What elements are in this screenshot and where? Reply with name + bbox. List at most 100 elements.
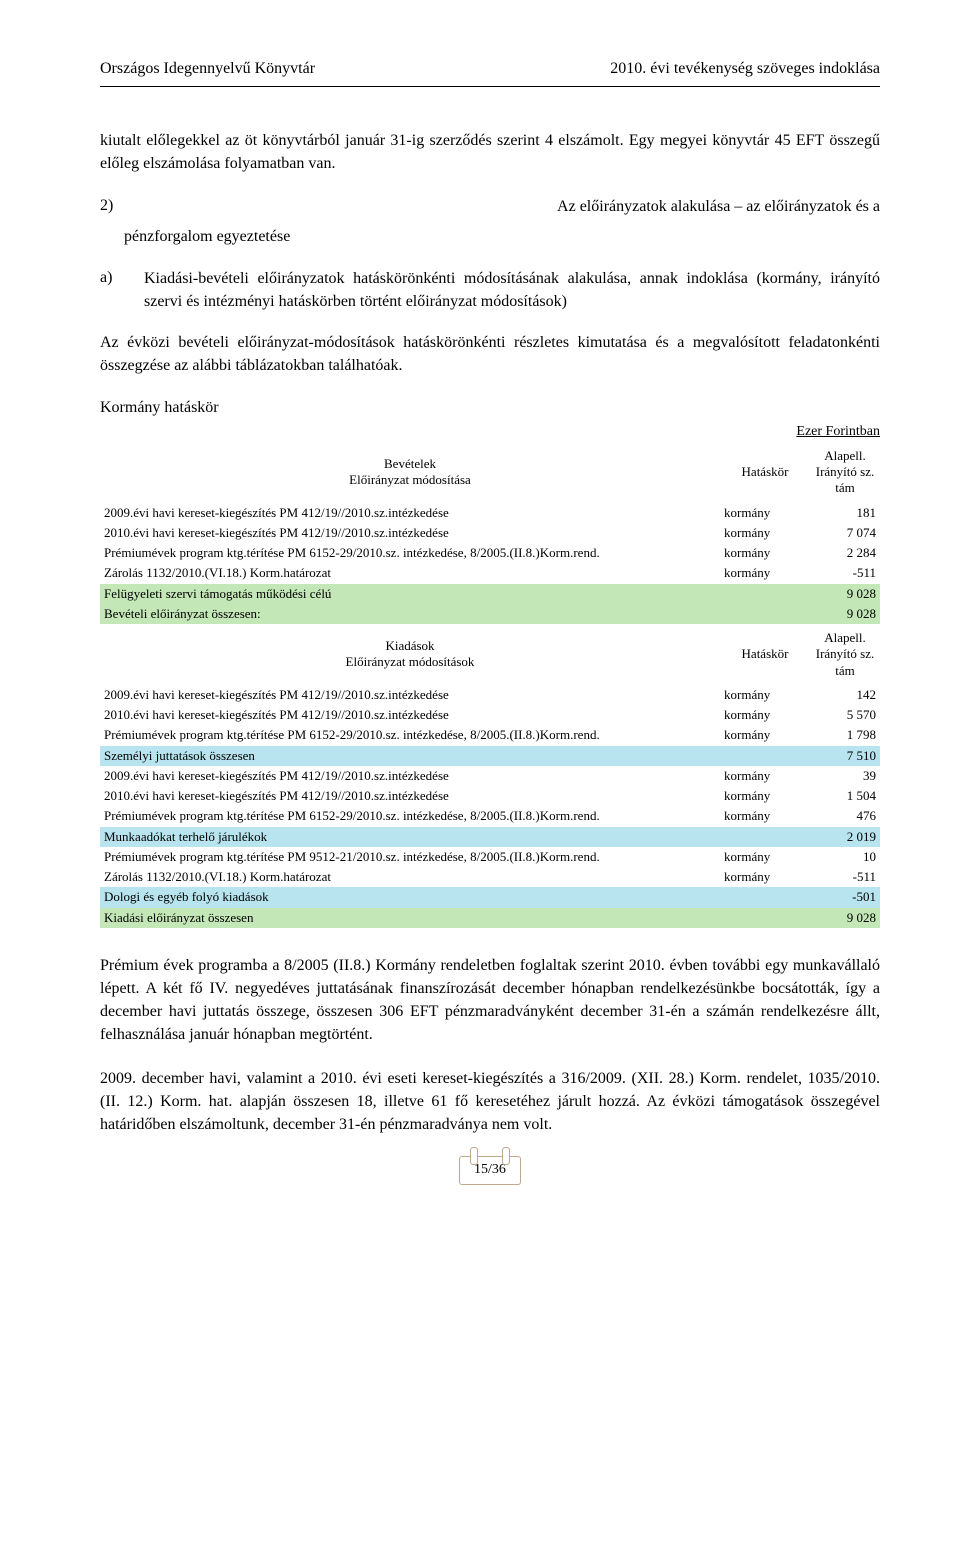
row-amount: 9 028 (810, 584, 880, 604)
row-scope: kormány (720, 847, 810, 867)
section-2-left: pénzforgalom egyeztetése (124, 228, 290, 245)
row-item: 2009.évi havi kereset-kiegészítés PM 412… (100, 685, 720, 705)
row-scope: kormány (720, 786, 810, 806)
section-a-text: Kiadási-bevételi előirányzatok hatáskörö… (144, 267, 880, 313)
row-scope (720, 827, 810, 847)
table-subhead: Kormány hatáskör (100, 397, 880, 419)
col-header-scope: Hatáskör (720, 442, 810, 503)
row-amount: 9 028 (810, 604, 880, 624)
table-row: Kiadási előirányzat összesen 9 028 (100, 908, 880, 928)
table-row: Zárolás 1132/2010.(VI.18.) Korm.határoza… (100, 867, 880, 887)
section-2-label: 2) (100, 195, 124, 249)
intro-paragraph: kiutalt előlegekkel az öt könyvtárból ja… (100, 129, 880, 175)
section-2-right: Az előirányzatok alakulása – az előirány… (557, 195, 880, 218)
row-item: 2010.évi havi kereset-kiegészítés PM 412… (100, 705, 720, 725)
table-row: Prémiumévek program ktg.térítése PM 6152… (100, 806, 880, 826)
page-number: 15/36 (459, 1156, 521, 1185)
row-amount: 39 (810, 766, 880, 786)
unit-label: Ezer Forintban (100, 423, 880, 442)
table-row: 2010.évi havi kereset-kiegészítés PM 412… (100, 786, 880, 806)
table-row: 2009.évi havi kereset-kiegészítés PM 412… (100, 685, 880, 705)
document-page: Országos Idegennyelvű Könyvtár 2010. évi… (0, 0, 960, 1215)
row-amount: -511 (810, 563, 880, 583)
table-row: Zárolás 1132/2010.(VI.18.) Korm.határoza… (100, 563, 880, 583)
row-item: 2009.évi havi kereset-kiegészítés PM 412… (100, 766, 720, 786)
row-item: Zárolás 1132/2010.(VI.18.) Korm.határoza… (100, 867, 720, 887)
row-amount: 2 284 (810, 543, 880, 563)
row-item: Munkaadókat terhelő járulékok (100, 827, 720, 847)
row-amount: -511 (810, 867, 880, 887)
running-header: Országos Idegennyelvű Könyvtár 2010. évi… (100, 58, 880, 80)
section-2-text: Az előirányzatok alakulása – az előirány… (124, 195, 880, 249)
row-item: 2009.évi havi kereset-kiegészítés PM 412… (100, 503, 720, 523)
table-row: Munkaadókat terhelő járulékok2 019 (100, 827, 880, 847)
row-item: Prémiumévek program ktg.térítése PM 6152… (100, 806, 720, 826)
row-amount: -501 (810, 887, 880, 907)
row-amount: 1 504 (810, 786, 880, 806)
row-amount: 142 (810, 685, 880, 705)
row-scope: kormány (720, 725, 810, 745)
table-row: Prémiumévek program ktg.térítése PM 9512… (100, 847, 880, 867)
row-item: Bevételi előirányzat összesen: (100, 604, 720, 624)
section-a: a) Kiadási-bevételi előirányzatok hatásk… (100, 267, 880, 313)
row-item: Kiadási előirányzat összesen (100, 908, 720, 928)
table-row: Prémiumévek program ktg.térítése PM 6152… (100, 725, 880, 745)
table-row: 2010.évi havi kereset-kiegészítés PM 412… (100, 705, 880, 725)
row-item: Személyi juttatások összesen (100, 746, 720, 766)
table-row: Bevételi előirányzat összesen: 9 028 (100, 604, 880, 624)
page-number-wrap: 15/36 (100, 1156, 880, 1185)
row-scope: kormány (720, 563, 810, 583)
row-item: 2010.évi havi kereset-kiegészítés PM 412… (100, 523, 720, 543)
row-amount: 1 798 (810, 725, 880, 745)
row-scope (720, 604, 810, 624)
header-left: Országos Idegennyelvű Könyvtár (100, 58, 315, 80)
table-row: Személyi juttatások összesen 7 510 (100, 746, 880, 766)
row-scope: kormány (720, 543, 810, 563)
row-scope: kormány (720, 503, 810, 523)
row-amount: 5 570 (810, 705, 880, 725)
lead-paragraph: Az évközi bevételi előirányzat-módosítás… (100, 331, 880, 377)
row-item: Prémiumévek program ktg.térítése PM 9512… (100, 847, 720, 867)
row-item: Dologi és egyéb folyó kiadások (100, 887, 720, 907)
row-amount: 10 (810, 847, 880, 867)
row-item: Felügyeleti szervi támogatás működési cé… (100, 584, 720, 604)
row-amount: 181 (810, 503, 880, 523)
table-row: 2010.évi havi kereset-kiegészítés PM 412… (100, 523, 880, 543)
table-row: BevételekElőirányzat módosításaHatáskörA… (100, 442, 880, 503)
col-header-item: KiadásokElőirányzat módosítások (100, 624, 720, 685)
row-item: Prémiumévek program ktg.térítése PM 6152… (100, 543, 720, 563)
row-scope (720, 584, 810, 604)
row-scope (720, 908, 810, 928)
row-scope: kormány (720, 867, 810, 887)
row-amount: 7 510 (810, 746, 880, 766)
supplement-paragraph: 2009. december havi, valamint a 2010. év… (100, 1067, 880, 1137)
row-scope (720, 746, 810, 766)
budget-table: BevételekElőirányzat módosításaHatáskörA… (100, 442, 880, 928)
section-2: 2) Az előirányzatok alakulása – az előir… (100, 195, 880, 249)
header-right: 2010. évi tevékenység szöveges indoklása (610, 58, 880, 80)
row-amount: 9 028 (810, 908, 880, 928)
col-header-amount: Alapell.Irányító sz.tám (810, 442, 880, 503)
row-item: Prémiumévek program ktg.térítése PM 6152… (100, 725, 720, 745)
col-header-item: BevételekElőirányzat módosítása (100, 442, 720, 503)
header-rule (100, 86, 880, 87)
section-a-label: a) (100, 267, 144, 313)
table-row: KiadásokElőirányzat módosításokHatáskörA… (100, 624, 880, 685)
table-row: Prémiumévek program ktg.térítése PM 6152… (100, 543, 880, 563)
row-item: 2010.évi havi kereset-kiegészítés PM 412… (100, 786, 720, 806)
col-header-scope: Hatáskör (720, 624, 810, 685)
table-row: Felügyeleti szervi támogatás működési cé… (100, 584, 880, 604)
row-scope: kormány (720, 523, 810, 543)
row-scope: kormány (720, 705, 810, 725)
row-scope (720, 887, 810, 907)
premium-paragraph: Prémium évek programba a 8/2005 (II.8.) … (100, 954, 880, 1047)
table-row: 2009.évi havi kereset-kiegészítés PM 412… (100, 503, 880, 523)
row-scope: kormány (720, 766, 810, 786)
scope-title: Kormány hatáskör (100, 397, 219, 419)
row-amount: 7 074 (810, 523, 880, 543)
table-row: 2009.évi havi kereset-kiegészítés PM 412… (100, 766, 880, 786)
col-header-amount: Alapell.Irányító sz.tám (810, 624, 880, 685)
row-scope: kormány (720, 685, 810, 705)
row-scope: kormány (720, 806, 810, 826)
row-item: Zárolás 1132/2010.(VI.18.) Korm.határoza… (100, 563, 720, 583)
